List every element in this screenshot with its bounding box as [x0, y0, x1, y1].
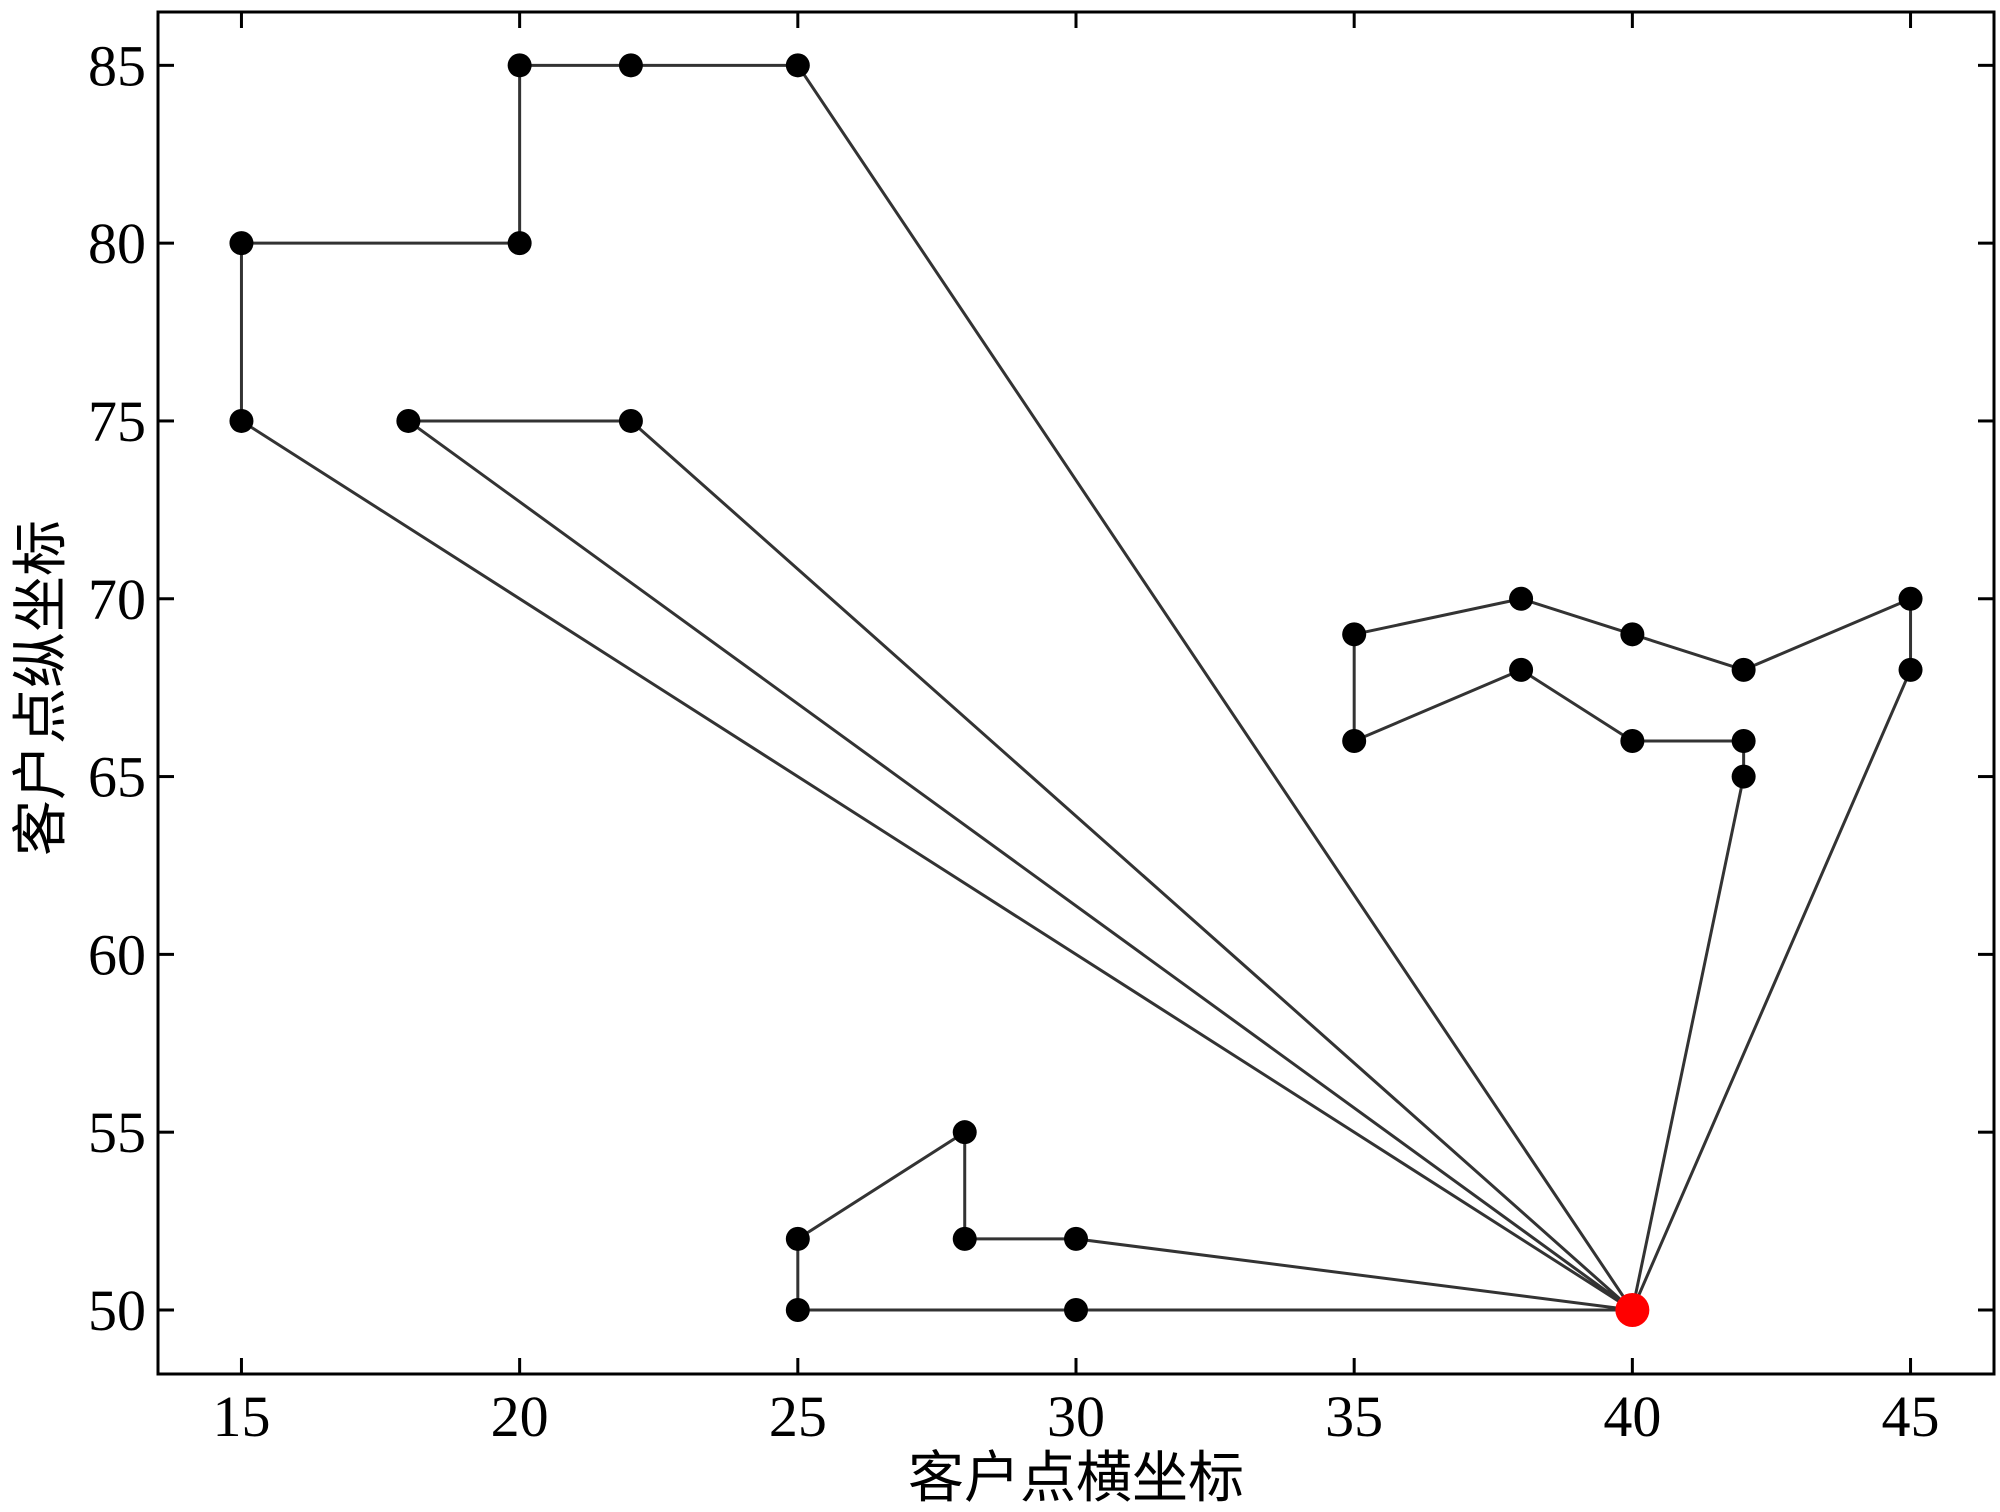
- customer-point: [229, 408, 254, 433]
- customer-point: [952, 1120, 977, 1145]
- customer-point: [1064, 1226, 1088, 1251]
- customer-point: [229, 231, 254, 256]
- y-tick-label: 60: [88, 922, 146, 987]
- customer-point: [1731, 764, 1756, 789]
- plot-frame: [156, 10, 1996, 1376]
- x-tick-label: 40: [1603, 1384, 1661, 1449]
- customer-point: [396, 408, 421, 433]
- x-axis-title: 客户点横坐标: [908, 1446, 1244, 1511]
- customer-point: [785, 53, 810, 78]
- x-tick-label: 25: [769, 1384, 827, 1449]
- customer-point: [618, 408, 643, 433]
- customer-point: [1620, 622, 1645, 647]
- route-lines: [239, 63, 1913, 1312]
- depot-point: [1615, 1292, 1650, 1327]
- axis-ticks: 15 20 25 30 35 40 45 50 55 60 65 70 75 80 85: [88, 12, 1994, 1449]
- x-tick-label: 20: [491, 1384, 549, 1449]
- depot-point-group: [1615, 1292, 1650, 1327]
- x-tick-label: 15: [212, 1384, 270, 1449]
- route-line-3: [239, 63, 1634, 1312]
- customer-point: [1509, 657, 1534, 682]
- y-tick-label: 80: [88, 211, 146, 276]
- x-tick-label: 45: [1882, 1384, 1940, 1449]
- x-tick-label: 35: [1325, 1384, 1383, 1449]
- customer-point: [1898, 586, 1923, 611]
- y-tick-label: 55: [88, 1100, 146, 1165]
- y-tick-label: 85: [88, 33, 146, 98]
- y-tick-label: 75: [88, 389, 146, 454]
- y-axis-title: 客户点纵坐标: [9, 520, 74, 856]
- customer-point: [1731, 657, 1756, 682]
- customer-points: [229, 53, 1923, 1322]
- customer-point: [1342, 622, 1367, 647]
- y-tick-label: 50: [88, 1278, 146, 1343]
- y-tick-label: 65: [88, 745, 146, 810]
- customer-point: [952, 1226, 977, 1251]
- customer-point: [1898, 657, 1923, 682]
- x-tick-label: 30: [1047, 1384, 1105, 1449]
- customer-point: [1342, 729, 1367, 754]
- route-line-4: [406, 419, 1634, 1312]
- customer-point: [507, 53, 532, 78]
- customer-point: [1620, 729, 1645, 754]
- customer-point: [507, 231, 532, 256]
- customer-point: [618, 53, 643, 78]
- route-line-2: [1352, 597, 1913, 1311]
- customer-point: [1509, 586, 1534, 611]
- customer-point: [785, 1226, 810, 1251]
- y-tick-label: 70: [88, 567, 146, 632]
- route-line-1: [796, 1130, 1633, 1312]
- customer-point: [1731, 729, 1756, 754]
- customer-point: [785, 1297, 810, 1322]
- customer-point: [1064, 1297, 1088, 1322]
